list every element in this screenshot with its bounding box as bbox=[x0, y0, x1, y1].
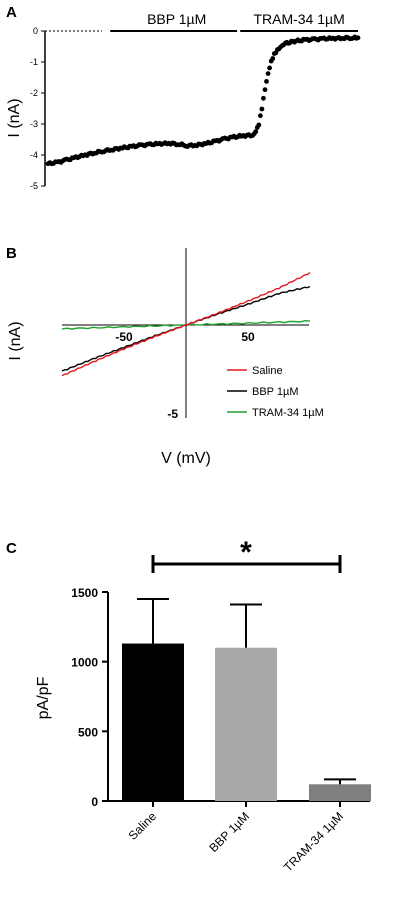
panel-a-y-axis-title: I (nA) bbox=[6, 98, 23, 137]
panel-a-data-point bbox=[267, 65, 272, 71]
panel-b-x-tick-label: -50 bbox=[115, 330, 133, 344]
panel-a-data-point bbox=[253, 129, 259, 135]
panel-a-y-ticks: 0 -1 -2 -3 -4 -5 bbox=[30, 26, 45, 191]
panel-a-data-point bbox=[355, 35, 361, 41]
category-label: Saline bbox=[126, 809, 160, 843]
panel-b-y-tick-label: -5 bbox=[167, 407, 178, 421]
panel-b-x-tick-label: 50 bbox=[241, 330, 255, 344]
panel-a-y-tick-label: 0 bbox=[33, 26, 38, 36]
legend-entry: Saline bbox=[252, 365, 283, 377]
panel-a-data-point bbox=[261, 95, 266, 101]
panel-b-x-axis-title: V (mV) bbox=[161, 450, 211, 467]
panel-a-data-point bbox=[258, 113, 263, 119]
panel-a-data-point bbox=[256, 122, 262, 128]
legend-entry: TRAM-34 1µM bbox=[252, 407, 324, 419]
panel-a-data-point bbox=[264, 79, 269, 84]
panel-c: C pA/pF 0 500 1000 1500 Saline BBP 1µM TRAM-3… bbox=[6, 536, 371, 874]
panel-b-y-axis-title: I (nA) bbox=[7, 321, 24, 360]
panel-c-y-tick-label: 1500 bbox=[71, 586, 98, 600]
panel-a-annotations: BBP 1µM TRAM-34 1µM bbox=[110, 11, 358, 32]
bbp-application-label: BBP 1µM bbox=[147, 11, 206, 27]
panel-b-label: B bbox=[6, 245, 17, 262]
bar-saline bbox=[122, 643, 184, 801]
panel-a-y-tick-label: -5 bbox=[30, 181, 38, 191]
legend-entry: BBP 1µM bbox=[252, 386, 299, 398]
panel-b-trace-saline bbox=[61, 272, 311, 377]
significance-bracket: * bbox=[151, 536, 342, 573]
panel-a-y-tick-label: -4 bbox=[30, 150, 38, 160]
panel-b-legend: Saline BBP 1µM TRAM-34 1µM bbox=[227, 365, 324, 419]
panel-b: B I (nA) -50 50 -5 Saline BBP 1µM TRAM-34 1µ… bbox=[6, 245, 324, 467]
panel-c-label: C bbox=[6, 540, 17, 557]
panel-c-y-tick-label: 0 bbox=[91, 795, 98, 809]
panel-a-data-point bbox=[262, 87, 268, 93]
panel-a-data-point bbox=[270, 56, 276, 61]
panel-c-y-ticks: 0 500 1000 1500 bbox=[71, 586, 108, 809]
bar-tram-34-1-m bbox=[309, 784, 371, 801]
panel-a-data-point bbox=[265, 71, 271, 76]
panel-c-bars: Saline BBP 1µM TRAM-34 1µM bbox=[122, 597, 371, 874]
panel-a-data-point bbox=[259, 106, 265, 112]
panel-a: A I (nA) 0 -1 -2 -3 -4 -5 BBP 1µM TRAM-34 1µM bbox=[6, 4, 361, 191]
tram34-application-label: TRAM-34 1µM bbox=[253, 11, 344, 27]
panel-b-ticks: -50 50 -5 bbox=[115, 330, 255, 421]
category-label: BBP 1µM bbox=[206, 809, 252, 855]
bar-bbp-1-m bbox=[215, 647, 277, 801]
panel-a-y-tick-label: -3 bbox=[30, 119, 38, 129]
panel-c-y-axis-title: pA/pF bbox=[35, 676, 52, 719]
panel-a-y-tick-label: -2 bbox=[30, 88, 38, 98]
panel-c-y-tick-label: 1000 bbox=[71, 656, 98, 670]
panel-a-data-points bbox=[45, 34, 361, 167]
panel-a-y-tick-label: -1 bbox=[30, 57, 38, 67]
panel-c-y-tick-label: 500 bbox=[78, 725, 98, 739]
panel-a-label: A bbox=[6, 4, 17, 21]
significance-star: * bbox=[240, 536, 252, 569]
category-label: TRAM-34 1µM bbox=[281, 809, 346, 874]
panel-b-traces bbox=[61, 272, 311, 377]
